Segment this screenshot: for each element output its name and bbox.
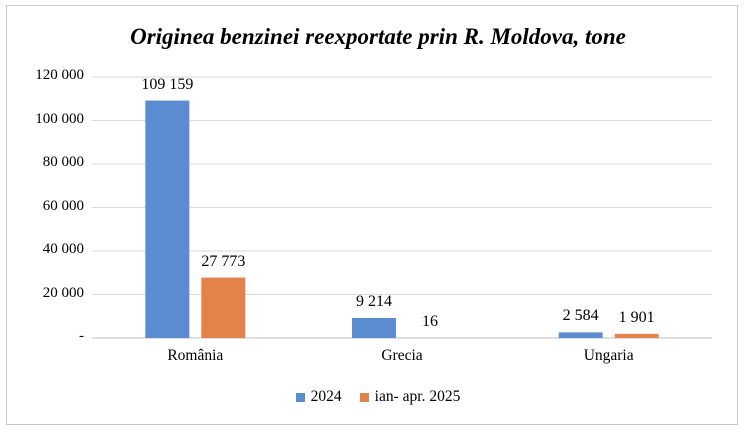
data-label: 2 584 [562, 307, 599, 325]
legend-item-series-2: ian- apr. 2025 [359, 388, 461, 406]
data-label: 27 773 [201, 252, 246, 270]
y-tick-label: 80 000 [42, 154, 84, 170]
legend-swatch [359, 392, 369, 402]
y-tick-label: 100 000 [35, 110, 84, 127]
y-tick-label: - [79, 328, 84, 344]
x-tick-label: România [167, 347, 224, 364]
legend-label: ian- apr. 2025 [374, 388, 461, 405]
chart-frame [6, 5, 738, 425]
data-label: 16 [422, 312, 438, 330]
legend-item-series-1: 2024 [295, 388, 342, 406]
legend-label: 2024 [310, 388, 342, 405]
y-tick-label: 20 000 [42, 284, 84, 301]
bar [558, 332, 603, 338]
y-tick-label: 120 000 [35, 67, 84, 83]
bar [145, 100, 190, 338]
data-label: 109 159 [141, 75, 194, 93]
chart-title: Originea benzinei reexportate prin R. Mo… [130, 24, 626, 49]
data-label: 1 901 [618, 308, 655, 326]
x-tick-label: Ungaria [583, 347, 634, 364]
bar [352, 317, 396, 338]
y-tick-label: 60 000 [42, 197, 84, 214]
bar [201, 277, 246, 338]
chart-legend: 2024 ian- apr. 2025 [0, 388, 756, 406]
data-label: 9 214 [356, 292, 392, 310]
bar [614, 333, 659, 338]
y-tick-label: 40 000 [42, 241, 84, 257]
x-tick-label: Grecia [381, 347, 423, 364]
legend-swatch [295, 392, 305, 402]
